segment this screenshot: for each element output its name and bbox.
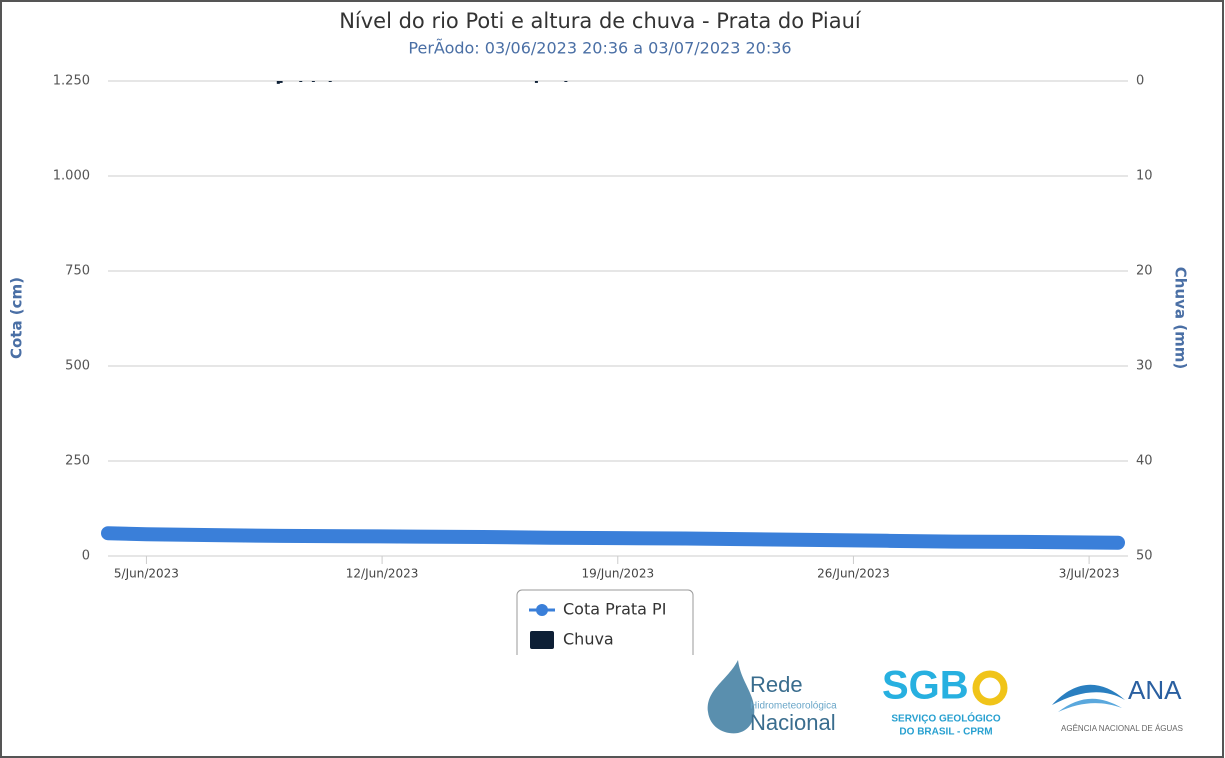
bar (299, 81, 303, 82)
x-tick-label: 26/Jun/2023 (817, 567, 890, 581)
y2-axis-title: Chuva (mm) (1172, 267, 1190, 369)
bar (276, 81, 280, 84)
logo-ring (972, 670, 1008, 706)
x-tick-label: 5/Jun/2023 (114, 567, 179, 581)
logo-text: Nacional (750, 710, 836, 735)
chart-subtitle: PerÃodo: 03/06/2023 20:36 a 03/07/2023 2… (408, 39, 791, 58)
y-axis-title: Cota (cm) (8, 277, 26, 359)
logo-ana: ANA AGÊNCIA NACIONAL DE ÁGUAS (1052, 675, 1183, 733)
x-tick-label: 12/Jun/2023 (346, 567, 419, 581)
y-tick-label: 1.000 (53, 169, 90, 184)
legend-label: Cota Prata PI (563, 600, 666, 619)
legend-cut (510, 655, 700, 665)
legend-marker (536, 604, 548, 616)
y-tick-label: 1.250 (53, 74, 90, 89)
chart-title: Nível do rio Poti e altura de chuva - Pr… (339, 9, 862, 33)
logo-text: SGB (882, 664, 969, 708)
y-tick-label: 750 (65, 264, 90, 279)
bar (279, 81, 283, 83)
logo-sgb: SGB SERVIÇO GEOLÓGICO DO BRASIL - CPRM (882, 664, 1008, 738)
logo-text: Rede (750, 672, 803, 697)
y2-tick-label: 0 (1136, 74, 1144, 89)
bar (564, 81, 568, 82)
y-tick-label: 0 (82, 549, 90, 564)
legend-label: Chuva (563, 630, 614, 649)
y2-tick-label: 30 (1136, 359, 1153, 374)
logo-text: DO BRASIL - CPRM (899, 727, 992, 738)
logo-text: AGÊNCIA NACIONAL DE ÁGUAS (1061, 724, 1183, 733)
bar (534, 81, 538, 83)
bar (328, 81, 332, 82)
x-tick-label: 3/Jul/2023 (1059, 567, 1120, 581)
bar (311, 81, 315, 82)
logo-text: SERVIÇO GEOLÓGICO (891, 712, 1000, 725)
logo-rhn: Rede Hidrometeorológica Nacional (707, 660, 837, 735)
line (101, 526, 1125, 550)
logo-drop (707, 660, 755, 734)
y2-tick-label: 50 (1136, 549, 1153, 564)
logo-text: Hidrometeorológica (750, 701, 837, 712)
x-tick-label: 19/Jun/2023 (581, 567, 654, 581)
y-tick-label: 500 (65, 359, 90, 374)
y2-tick-label: 10 (1136, 169, 1153, 184)
logo-wave (1052, 684, 1125, 705)
y-tick-label: 250 (65, 454, 90, 469)
logo-wave (1058, 698, 1122, 712)
logo-text: ANA (1128, 675, 1182, 705)
y2-tick-label: 20 (1136, 264, 1153, 279)
legend-swatch (530, 631, 554, 649)
y2-tick-label: 40 (1136, 454, 1153, 469)
